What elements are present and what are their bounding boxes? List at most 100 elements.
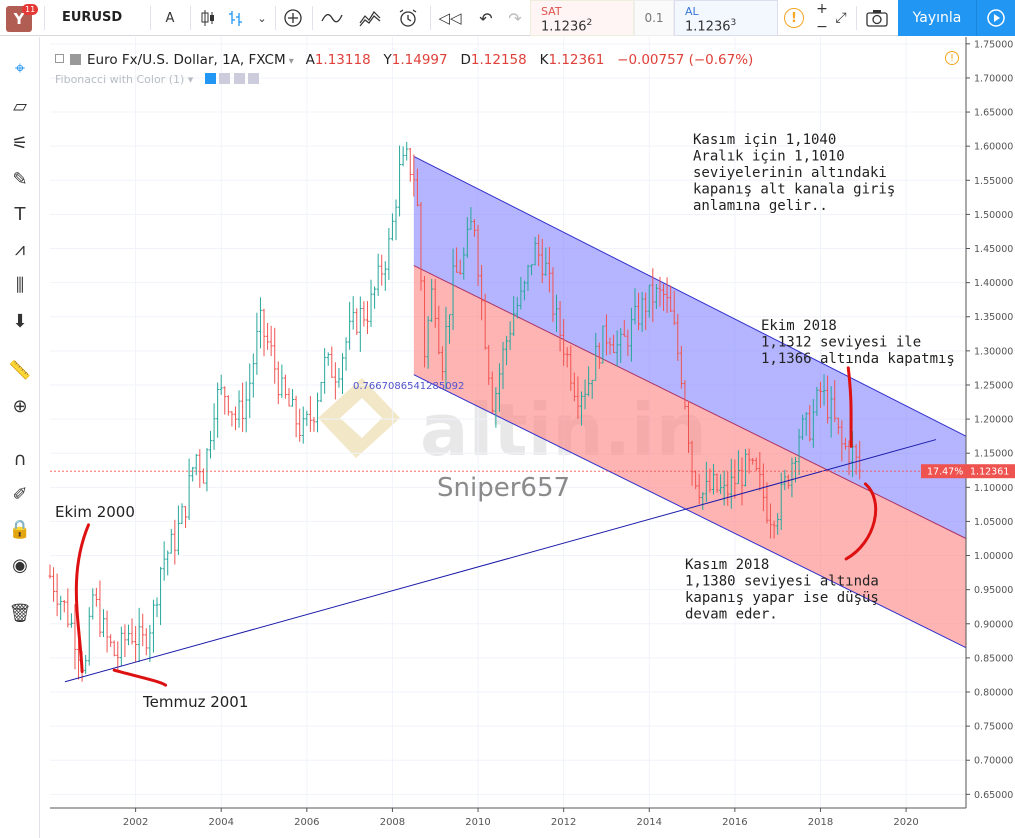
sell-button[interactable]: SAT 1.12362 <box>530 0 634 36</box>
time-tick-label: 2020 <box>893 817 918 828</box>
upper-channel-fill[interactable] <box>413 156 966 539</box>
camera-icon[interactable] <box>862 0 892 36</box>
time-tick-label: 2002 <box>123 817 148 828</box>
time-axis[interactable]: 2002 2004 2006 2008 2010 2012 2014 2016 2018 2020 <box>50 807 966 838</box>
bars-icon[interactable] <box>224 0 248 36</box>
lock-drawing-icon[interactable]: ✐ <box>12 483 28 505</box>
price-tick-label: 1.45000 <box>974 244 1013 255</box>
channel-line <box>413 155 967 437</box>
candles-icon[interactable] <box>196 0 220 36</box>
top-note-line: Aralık için 1,1010 <box>693 149 845 165</box>
pitchfork-icon[interactable]: ⚟ <box>11 132 29 154</box>
ekim2018-line: 1,1366 altında kapatmış <box>761 351 955 367</box>
close-value: 1.12361 <box>548 52 605 68</box>
add-indicator-icon[interactable] <box>280 0 306 36</box>
toolbar-separator <box>190 6 191 30</box>
price-tick-label: 1.75000 <box>974 39 1013 50</box>
fullscreen-icon[interactable]: ⤢ <box>835 10 847 26</box>
more-icon[interactable] <box>233 73 245 84</box>
kasim2018-line: 1,1380 seviyesi altında <box>685 574 879 590</box>
eye-icon[interactable]: ◉ <box>12 554 28 576</box>
price-tick-label: 1.70000 <box>974 73 1013 84</box>
price-tick-label: 1.40000 <box>974 278 1013 289</box>
time-tick-label: 2014 <box>637 817 662 828</box>
close-label: K <box>539 52 549 68</box>
channel-line <box>413 374 967 649</box>
text-icon[interactable]: T <box>14 203 26 225</box>
info-icon[interactable]: ! <box>780 0 808 36</box>
channel-line <box>413 265 967 539</box>
channel-lines[interactable] <box>413 155 967 649</box>
collapse-icon[interactable] <box>55 54 64 63</box>
red-stroke-ekim2000 <box>74 523 91 674</box>
high-label: Y <box>383 52 392 68</box>
sell-price: 1.12362 <box>541 18 593 35</box>
watermark-logo-inner <box>340 398 382 438</box>
lower-channel-fill[interactable] <box>413 265 966 648</box>
chevron-down-icon[interactable]: ⌄ <box>257 11 267 25</box>
brush-icon[interactable]: ✎ <box>12 168 28 190</box>
compare-icon[interactable] <box>318 0 346 36</box>
undo-icon[interactable]: ↶ <box>479 8 493 28</box>
flag-icon[interactable] <box>70 54 81 65</box>
indicator-name: Fibonacci with Color (1) <box>55 73 185 86</box>
price-badge-value: 1.12361 <box>970 467 1009 478</box>
price-tick-label: 0.65000 <box>974 790 1013 801</box>
remove-icon[interactable] <box>248 73 260 84</box>
annotation-texts[interactable]: Ekim 2000 Temmuz 2001 Kasım için 1,1040Ara… <box>55 132 955 711</box>
open-value: 1.13118 <box>314 52 371 68</box>
replay-icon[interactable]: ◁◁ <box>438 9 462 27</box>
time-tick-label: 2008 <box>380 817 405 828</box>
symbol-search[interactable]: EURUSD <box>62 10 123 25</box>
legend-menu-icon[interactable]: ▾ <box>285 56 297 67</box>
play-icon[interactable] <box>976 0 1015 36</box>
notification-badge: 11 <box>22 4 39 15</box>
indicators-icon[interactable] <box>356 0 384 36</box>
kasim2018-line: kapanış yapar ise düşüş <box>685 590 879 606</box>
price-tick-label: 0.75000 <box>974 722 1013 733</box>
measure-icon[interactable]: ⫼ <box>15 274 25 296</box>
sell-label: SAT <box>541 5 562 18</box>
ruler-icon[interactable]: 📏 <box>8 359 32 381</box>
settings-icon[interactable] <box>219 73 231 84</box>
warning-icon[interactable]: ! <box>945 51 959 65</box>
buy-button[interactable]: AL 1.12363 <box>674 0 778 36</box>
change-value: −0.00757 (−0.67%) <box>617 52 754 68</box>
annotation-brush-strokes[interactable] <box>74 366 878 687</box>
toolbar-separator <box>275 6 276 30</box>
red-stroke-kasim2018 <box>844 482 878 561</box>
ekim2000-label: Ekim 2000 <box>55 503 135 521</box>
indicator-legend[interactable]: Fibonacci with Color (1) ▾ <box>55 73 260 86</box>
trash-icon[interactable]: 🗑 <box>8 602 32 624</box>
top-note-line: seviyelerinin altındaki <box>693 165 887 181</box>
crosshair-icon[interactable]: ⌖ <box>14 57 26 79</box>
plus-icon[interactable]: + <box>816 1 828 17</box>
time-tick-label: 2006 <box>294 817 319 828</box>
trendline-icon[interactable]: ▱ <box>13 95 27 117</box>
publish-button[interactable]: Yayınla <box>898 0 976 36</box>
price-tick-label: 1.50000 <box>974 210 1013 221</box>
interval-button[interactable]: A <box>165 10 175 26</box>
redo-icon[interactable]: ↷ <box>508 8 522 28</box>
buy-label: AL <box>685 5 699 18</box>
visibility-icon[interactable] <box>204 73 216 84</box>
top-toolbar: Y 11 EURUSD A ⌄ ◁◁ ↶ ↷ SAT 1.12362 0.1 A… <box>0 0 1015 36</box>
toolbar-separator <box>44 6 45 30</box>
lock-icon[interactable]: 🔒 <box>8 518 32 540</box>
trendline[interactable] <box>64 439 937 683</box>
magnet-icon[interactable]: ∩ <box>13 448 27 470</box>
time-tick-label: 2012 <box>551 817 576 828</box>
top-note-line: anlamına gelir.. <box>693 198 828 214</box>
alert-clock-icon[interactable] <box>394 0 422 36</box>
pattern-icon[interactable]: ⩘ <box>14 238 26 260</box>
red-stroke-ekim2018 <box>846 366 853 448</box>
price-bars <box>48 141 862 682</box>
price-tick-label: 1.35000 <box>974 312 1013 323</box>
price-axis[interactable]: 1.75000 1.70000 1.65000 1.60000 1.55000 1.500… <box>921 37 1015 808</box>
legend-title[interactable]: Euro Fx/U.S. Dollar, 1A, FXCM <box>87 52 286 68</box>
minus-icon[interactable]: − <box>816 19 828 35</box>
arrow-down-icon[interactable]: ⬇ <box>12 310 28 332</box>
price-tick-label: 1.00000 <box>974 551 1013 562</box>
zoom-icon[interactable]: ⊕ <box>12 395 28 417</box>
